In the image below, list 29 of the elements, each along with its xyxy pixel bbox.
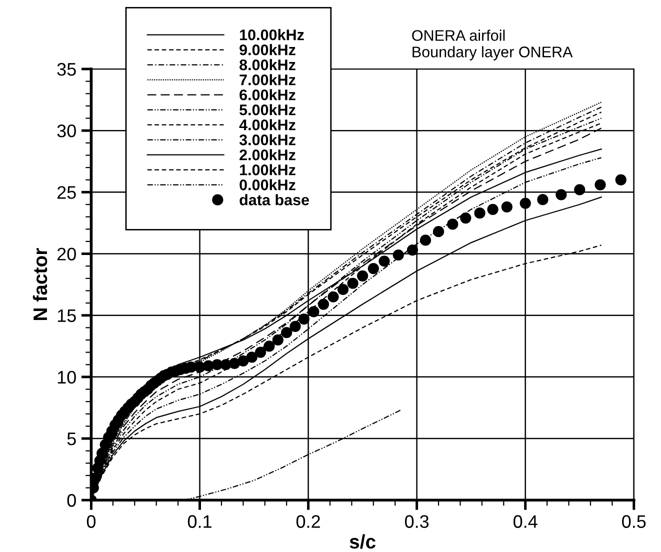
legend-label: 6.00kHz xyxy=(240,89,296,100)
legend-label: 9.00kHz xyxy=(240,44,296,56)
legend-label: 2.00kHz xyxy=(240,149,296,160)
x-tick-label: 0.5 xyxy=(622,515,646,528)
y-tick-label: 20 xyxy=(57,248,76,260)
x-tick-label: 0.1 xyxy=(188,515,212,528)
y-tick-label: 5 xyxy=(67,432,76,446)
legend-label: 5.00kHz xyxy=(240,104,296,116)
y-tick-label: 10 xyxy=(58,370,76,384)
y-tick-label: 25 xyxy=(57,186,76,199)
x-tick-label: 0.3 xyxy=(404,515,429,528)
y-tick-label: 0 xyxy=(67,494,76,507)
legend-label: data base xyxy=(240,194,310,206)
text: ONERA airfoil Boundary layer ONERA xyxy=(412,30,573,60)
x-tick-label: 0.4 xyxy=(514,515,538,528)
legend-label: 10.00kHz xyxy=(240,29,304,40)
y-tick-label: 30 xyxy=(57,124,76,138)
y-tick-label: 35 xyxy=(57,62,76,76)
y-axis-title: N factor xyxy=(32,248,48,320)
y-tick-label: 15 xyxy=(58,309,76,322)
x-tick-label: 0.2 xyxy=(296,515,320,528)
x-axis-title: s/c xyxy=(350,534,376,549)
legend-label: 0.00kHz xyxy=(240,179,296,190)
legend-label: 8.00kHz xyxy=(240,59,296,70)
legend-label: 3.00kHz xyxy=(239,134,296,146)
x-tick-label: 0 xyxy=(86,515,96,528)
legend-label: 7.00kHz xyxy=(240,74,296,86)
legend-label: 4.00kHz xyxy=(239,119,296,130)
legend-label: 1.00kHz xyxy=(240,164,296,176)
